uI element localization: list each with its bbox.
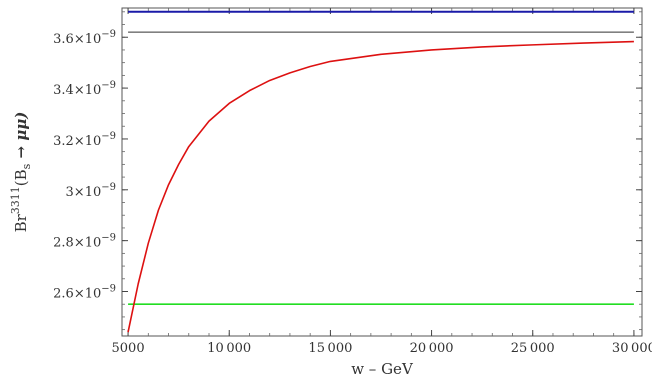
x-tick-label: 30 000 xyxy=(612,341,652,356)
y-tick-label: 3.6×10−9 xyxy=(53,29,116,47)
x-tick-label: 5000 xyxy=(112,341,145,356)
y-tick-label: 3.4×10−9 xyxy=(53,80,116,98)
series-line-4 xyxy=(127,40,634,333)
y-label-args: (B xyxy=(12,169,30,186)
axis-labels: 5000 10 000 15 000 20 000 25 000 30 000 2.6×10… xyxy=(53,29,652,356)
y-tick-label: 2.8×10−9 xyxy=(53,233,116,251)
y-label-subscript: s xyxy=(20,163,33,169)
y-label-superscript: 3311 xyxy=(9,186,22,214)
x-tick-label: 15 000 xyxy=(308,341,352,356)
x-tick-label: 10 000 xyxy=(207,341,251,356)
y-label-particles: μμ) xyxy=(12,112,30,141)
y-tick-label: 3×10−9 xyxy=(66,182,116,200)
y-axis-label: Br3311(Bs → μμ) xyxy=(9,112,33,233)
plot-frame xyxy=(121,7,643,337)
y-label-prefix: Br xyxy=(12,213,30,232)
x-tick-label: 25 000 xyxy=(511,341,555,356)
series-group xyxy=(127,10,634,333)
y-label-arrow: → xyxy=(12,141,30,164)
axis-ticks xyxy=(122,8,642,336)
x-axis-label: w – GeV xyxy=(351,360,414,378)
x-tick-label: 20 000 xyxy=(410,341,454,356)
y-tick-label: 3.2×10−9 xyxy=(53,131,116,149)
y-tick-label: 2.6×10−9 xyxy=(53,284,116,302)
